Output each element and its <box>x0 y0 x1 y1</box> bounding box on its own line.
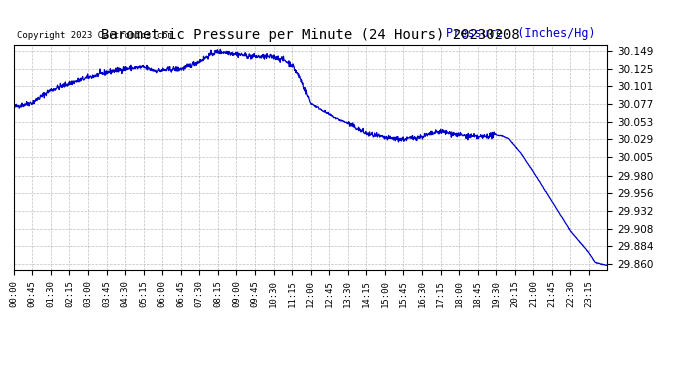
Text: Pressure  (Inches/Hg): Pressure (Inches/Hg) <box>446 27 595 40</box>
Text: Copyright 2023 Cartronics.com: Copyright 2023 Cartronics.com <box>17 32 172 40</box>
Title: Barometric Pressure per Minute (24 Hours) 20230208: Barometric Pressure per Minute (24 Hours… <box>101 28 520 42</box>
